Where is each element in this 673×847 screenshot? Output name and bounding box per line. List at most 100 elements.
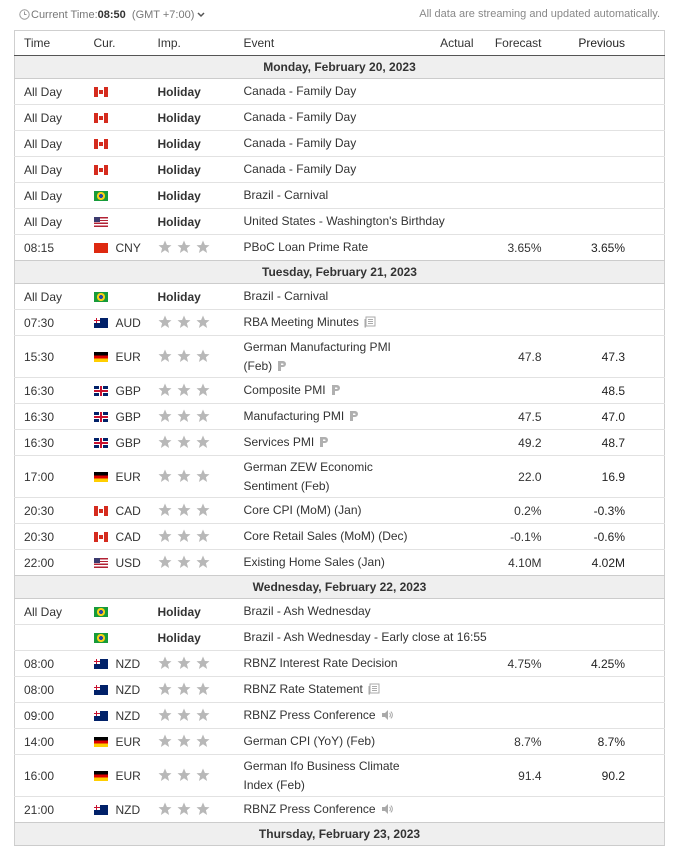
column-header: Forecast <box>480 30 551 56</box>
cell: All Day <box>14 598 85 625</box>
cell: 47.3 <box>550 335 665 378</box>
cell: All Day <box>14 104 85 131</box>
importance: Holiday <box>148 624 235 651</box>
icon-part <box>158 503 171 516</box>
event: Services PMI <box>234 429 421 456</box>
cell <box>420 156 481 183</box>
cell <box>480 182 551 209</box>
cell <box>84 156 149 183</box>
cell <box>480 78 551 105</box>
flag <box>93 658 108 669</box>
cell <box>84 78 149 105</box>
text: NZD <box>115 708 141 723</box>
icon-part <box>158 682 171 695</box>
event-row: 22:00 USD Existing Home Sales (Jan) 4.10M 4.… <box>14 549 665 576</box>
icon-part <box>196 315 209 328</box>
icon-part <box>177 734 190 747</box>
icon-part <box>196 240 209 253</box>
cell <box>420 455 481 498</box>
event: Canada - Family Day <box>234 130 421 157</box>
icon-part <box>196 682 209 695</box>
flag <box>93 242 108 253</box>
cell: 4.75% <box>480 650 551 677</box>
importance-stars <box>158 469 209 482</box>
importance-stars <box>158 682 209 695</box>
text: RBNZ Press Conference <box>243 802 376 816</box>
table-head: Time Cur. Imp. Event Actual Forecast Previous <box>14 30 665 56</box>
cell: 16:30 <box>14 403 85 430</box>
icon-part <box>350 411 359 421</box>
text: Brazil - Carnival <box>243 289 329 303</box>
cell: Thursday, February 23, 2023 <box>14 822 665 846</box>
icon-part <box>196 802 209 815</box>
icon-part <box>158 734 171 747</box>
event-row: 09:00 NZD RBNZ Press Conference <box>14 702 665 729</box>
cell: GBP <box>84 377 149 404</box>
event-row: 21:00 NZD RBNZ Press Conference <box>14 796 665 823</box>
cell: EUR <box>84 335 149 378</box>
event: Canada - Family Day <box>234 156 421 183</box>
importance: Holiday <box>148 78 235 105</box>
event-row: 15:30 EUR German Manufacturing PMI (Feb) 47… <box>14 335 665 378</box>
text: EUR <box>115 734 141 749</box>
cell <box>84 598 149 625</box>
cell <box>148 650 235 677</box>
cell <box>480 309 551 336</box>
cell: 49.2 <box>480 429 551 456</box>
cell <box>420 78 481 105</box>
text: Canada - Family Day <box>243 136 357 150</box>
cell: Tuesday, February 21, 2023 <box>14 260 665 284</box>
event-row: All Day Holiday Brazil - Ash Wednesday <box>14 598 665 625</box>
event-row: Holiday Brazil - Ash Wednesday - Early cl… <box>14 624 665 651</box>
cell <box>148 497 235 524</box>
event-row: 08:00 NZD RBNZ Rate Statement <box>14 676 665 703</box>
icon-part <box>196 383 209 396</box>
importance-stars <box>158 768 209 781</box>
time-info[interactable]: Current Time:08:50 (GMT +7:00) <box>31 9 205 21</box>
column-header: Event <box>234 30 421 56</box>
table-body: Monday, February 20, 2023 All Day Holiday… <box>14 55 665 846</box>
cell <box>148 377 235 404</box>
event-row: 20:30 CAD Core CPI (MoM) (Jan) 0.2% -0.3% <box>14 497 665 524</box>
cell: 09:00 <box>14 702 85 729</box>
importance: Holiday <box>148 130 235 157</box>
cell: 47.0 <box>550 403 665 430</box>
flag <box>93 385 108 396</box>
importance-stars <box>158 315 209 328</box>
cell: 16.9 <box>550 455 665 498</box>
cell <box>84 104 149 131</box>
icon-part <box>196 435 209 448</box>
cell: 8.7% <box>480 728 551 755</box>
chevron <box>197 12 205 18</box>
date-row: Monday, February 20, 2023 <box>14 55 665 79</box>
icon-part <box>177 555 190 568</box>
cell: All Day <box>14 156 85 183</box>
text: German Manufacturing PMI (Feb) <box>244 338 409 376</box>
cell <box>550 309 665 336</box>
icon-part <box>158 555 171 568</box>
importance: Holiday <box>148 283 235 310</box>
flag <box>93 138 108 149</box>
event: German ZEW Economic Sentiment (Feb) <box>234 455 421 498</box>
cell: 0.2% <box>480 497 551 524</box>
event: Brazil - Ash Wednesday <box>234 598 421 625</box>
cell <box>550 78 665 105</box>
cell <box>420 335 481 378</box>
event-row: 16:00 EUR German Ifo Business Climate Inde… <box>14 754 665 797</box>
event-row: All Day Holiday Canada - Family Day <box>14 130 665 157</box>
cell <box>420 377 481 404</box>
cell: 47.8 <box>480 335 551 378</box>
importance-stars <box>158 734 209 747</box>
cell <box>480 377 551 404</box>
icon-part <box>196 469 209 482</box>
cell <box>420 429 481 456</box>
event: Existing Home Sales (Jan) <box>234 549 421 576</box>
text: CNY <box>115 240 141 255</box>
event-row: All Day Holiday Canada - Family Day <box>14 156 665 183</box>
icon-part <box>367 683 380 695</box>
cell: 20:30 <box>14 497 85 524</box>
event: RBNZ Press Conference <box>234 702 421 729</box>
icon-part <box>331 385 340 395</box>
text: Composite PMI <box>243 383 326 397</box>
